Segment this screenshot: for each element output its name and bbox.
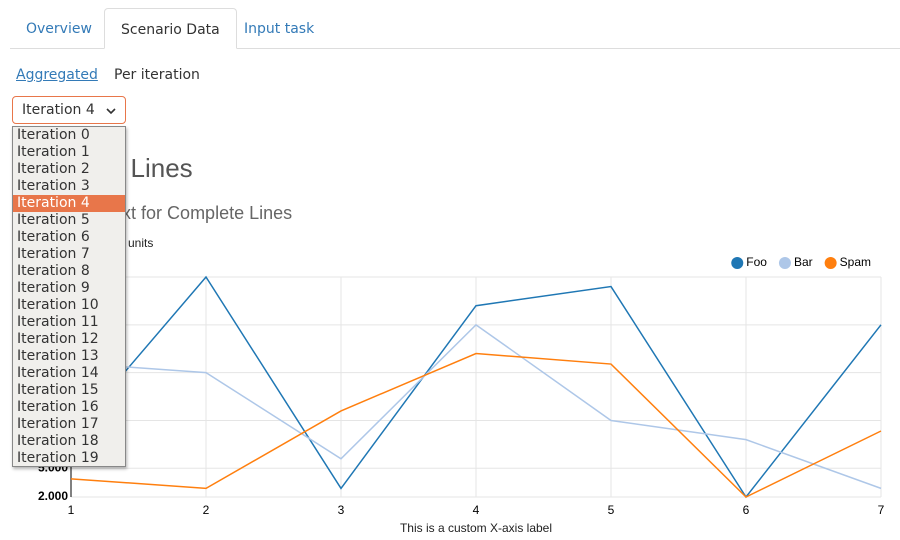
- x-tick-label: 2: [203, 503, 210, 517]
- dropdown-list: Iteration 0 Iteration 1 Iteration 2 Iterati…: [12, 126, 126, 467]
- dropdown-option[interactable]: Iteration 14: [17, 365, 99, 381]
- dropdown-option[interactable]: Iteration 5: [17, 212, 90, 228]
- dropdown-option[interactable]: Iteration 1: [17, 144, 90, 160]
- sub-link[interactable]: Per iteration: [114, 67, 200, 83]
- tab[interactable]: Input task: [244, 21, 315, 37]
- x-tick-label: 7: [878, 503, 885, 517]
- dropdown-option[interactable]: Iteration 4: [13, 195, 125, 212]
- y-axis-label: units: [128, 236, 153, 250]
- dropdown-option[interactable]: Iteration 10: [17, 297, 99, 313]
- x-tick-label: 5: [608, 503, 615, 517]
- sub-link[interactable]: Aggregated: [16, 67, 98, 83]
- legend-label: Bar: [794, 255, 813, 269]
- y-tick-label: 2.000: [38, 489, 68, 503]
- select-value: Iteration 4: [22, 102, 95, 118]
- chevron: [106, 108, 116, 115]
- x-tick-label: 3: [338, 503, 345, 517]
- x-tick-label: 6: [743, 503, 750, 517]
- dropdown-option[interactable]: Iteration 11: [17, 314, 99, 330]
- dropdown-option[interactable]: Iteration 2: [17, 161, 90, 177]
- dropdown-option[interactable]: Iteration 7: [17, 246, 90, 262]
- legend-label: Spam: [840, 255, 871, 269]
- legend-swatch: [778, 257, 791, 269]
- x-axis-label: This is a custom X-axis label: [400, 521, 552, 535]
- dropdown-option[interactable]: Iteration 9: [17, 280, 90, 296]
- dropdown-option[interactable]: Iteration 3: [17, 178, 90, 194]
- series-line: [70, 323, 882, 490]
- x-tick-label: 1: [68, 503, 75, 517]
- tab-bar: Overview Scenario Data Input task: [10, 8, 900, 49]
- legend-swatch: [824, 257, 837, 269]
- x-tick-label: 4: [473, 503, 480, 517]
- series-line: [70, 352, 882, 498]
- dropdown-option[interactable]: Iteration 18: [17, 433, 99, 449]
- legend-swatch: [731, 257, 744, 269]
- dropdown-option[interactable]: Iteration 17: [17, 416, 99, 432]
- dropdown-option[interactable]: Iteration 12: [17, 331, 99, 347]
- legend-label: Foo: [746, 255, 767, 269]
- tab[interactable]: Overview: [26, 21, 92, 37]
- dropdown-option[interactable]: Iteration 6: [17, 229, 90, 245]
- dropdown-option[interactable]: Iteration 16: [17, 399, 99, 415]
- dropdown-option[interactable]: Iteration 8: [17, 263, 90, 279]
- dropdown-option[interactable]: Iteration 13: [17, 348, 99, 364]
- dropdown-option[interactable]: Iteration 0: [17, 127, 90, 143]
- tab[interactable]: Scenario Data: [104, 8, 237, 49]
- dropdown-option[interactable]: Iteration 19: [17, 450, 99, 466]
- iteration-select[interactable]: Iteration 4: [12, 96, 126, 124]
- dropdown-option[interactable]: Iteration 15: [17, 382, 99, 398]
